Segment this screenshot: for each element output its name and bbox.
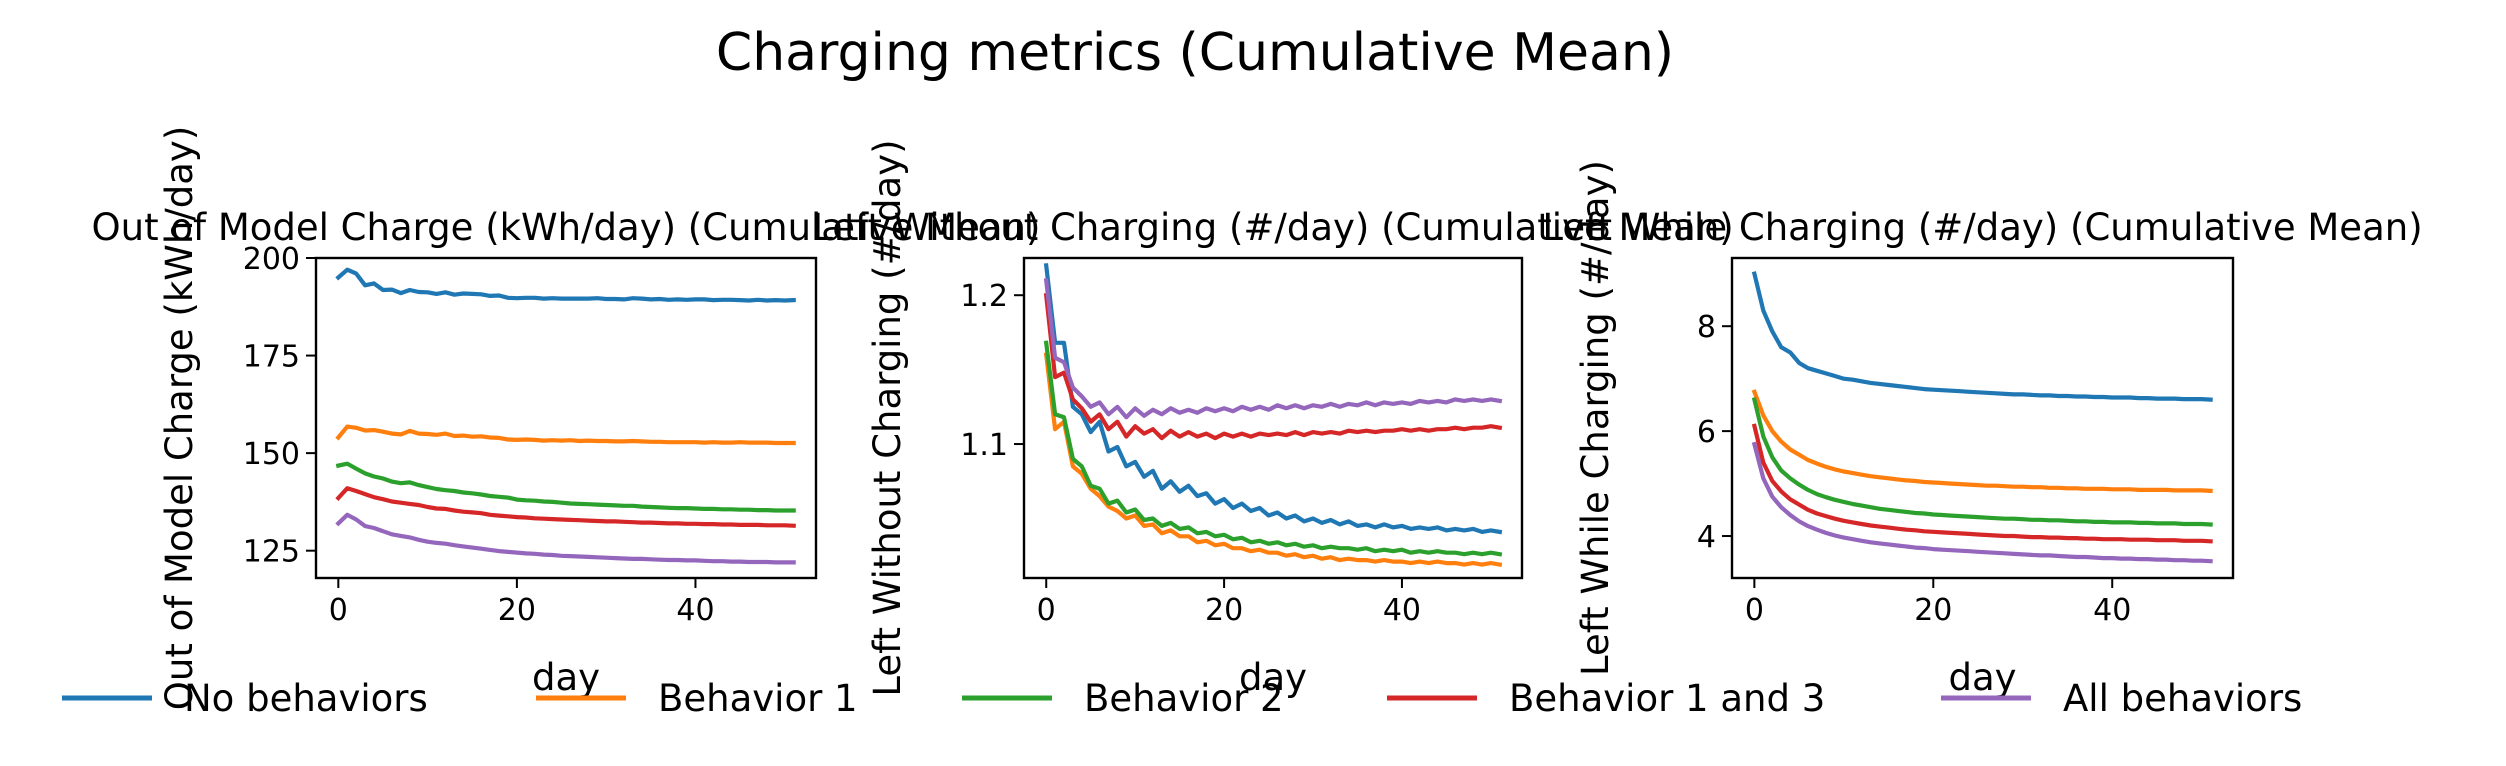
x-axis-label: day (1239, 656, 1307, 699)
series-line-1 (1043, 263, 1503, 535)
y-tick-label: 1.2 (960, 279, 1008, 314)
subplot-title: Left While Charging (#/day) (Cumulative … (1542, 206, 2422, 249)
series-line-2 (1043, 352, 1503, 568)
series-line-3 (335, 461, 796, 513)
legend-item: Behavior 1 and 3 (1387, 677, 1825, 720)
legend-label: Behavior 2 (1084, 677, 1284, 720)
x-axis-label: day (1948, 656, 2016, 699)
legend-item: All behaviors (1941, 677, 2302, 720)
legend-item: No behaviors (62, 677, 428, 720)
x-tick-label: 0 (329, 593, 348, 628)
x-tick-label: 0 (1745, 593, 1764, 628)
y-axis-label: Left Without Charging (#/day) (866, 139, 909, 696)
x-tick-label: 40 (1383, 593, 1421, 628)
x-tick-label: 20 (1205, 593, 1243, 628)
series-group (1751, 271, 2213, 564)
x-tick-label: 20 (1914, 593, 1952, 628)
figure-title: Charging metrics (Cumulative Mean) (716, 23, 1674, 83)
legend-item: Behavior 1 (536, 677, 858, 720)
series-line-4 (1751, 423, 2213, 544)
legend-label: Behavior 1 (658, 677, 858, 720)
legend-label: All behaviors (2063, 677, 2302, 720)
subplot-title: Left Without Charging (#/day) (Cumulativ… (812, 206, 1734, 249)
x-axis-label: day (532, 656, 600, 699)
axes-frame (314, 256, 818, 580)
subplot-title: Out of Model Charge (kWh/day) (Cumulativ… (92, 206, 1041, 249)
y-axis-label: Out of Model Charge (kWh/day) (158, 126, 201, 711)
series-line-3 (1751, 397, 2213, 527)
axes-frame (1022, 256, 1524, 580)
series-line-5 (1751, 441, 2213, 564)
legend-item: Behavior 2 (962, 677, 1284, 720)
series-line-1 (335, 267, 796, 303)
series-line-5 (1043, 277, 1503, 420)
axes-frame (1730, 256, 2235, 580)
series-line-2 (335, 424, 796, 446)
series-group (335, 267, 796, 565)
x-tick-label: 40 (676, 593, 714, 628)
y-tick-label: 125 (243, 535, 300, 570)
y-tick-label: 6 (1697, 415, 1716, 450)
legend-label: Behavior 1 and 3 (1509, 677, 1825, 720)
legend: No behaviors Behavior 1 Behavior 2 Behavior… (62, 677, 2302, 720)
series-line-5 (335, 512, 796, 565)
y-axis-label: Left While Charging (#/day) (1574, 160, 1617, 676)
legend-label: No behaviors (184, 677, 428, 720)
series-line-4 (335, 486, 796, 528)
x-tick-label: 40 (2093, 593, 2131, 628)
y-tick-label: 200 (243, 242, 300, 277)
subplot-2: 0 20 40 1.1 1.2 Left Without Charging (#/day)… (812, 139, 1734, 699)
x-tick-label: 0 (1037, 593, 1056, 628)
y-tick-label: 1.1 (960, 428, 1008, 463)
series-line-1 (1751, 271, 2213, 402)
series-line-3 (1043, 340, 1503, 557)
x-tick-label: 20 (498, 593, 536, 628)
y-tick-label: 8 (1697, 310, 1716, 345)
y-tick-label: 175 (243, 340, 300, 375)
series-line-2 (1751, 389, 2213, 494)
y-tick-label: 150 (243, 437, 300, 472)
series-group (1043, 263, 1503, 568)
series-line-4 (1043, 292, 1503, 441)
subplot-3: 0 20 40 4 6 8 Left While Charging (#/day) (Cum… (1542, 160, 2422, 699)
y-tick-label: 4 (1697, 520, 1716, 555)
